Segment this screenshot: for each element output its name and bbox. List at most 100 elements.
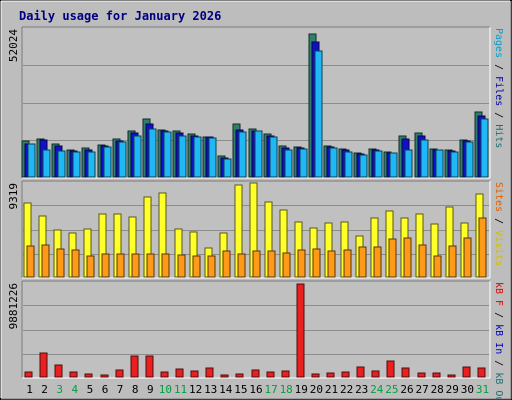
day-label-22: 22: [340, 383, 353, 396]
bar-pages-day-13: [208, 137, 217, 178]
bar-pages-day-29: [450, 151, 459, 178]
bar-sites-day-28: [433, 255, 442, 278]
day-label-5: 5: [87, 383, 94, 396]
day-label-14: 14: [219, 383, 233, 396]
day-label-13: 13: [204, 383, 217, 396]
bar-sites-day-2: [41, 244, 50, 278]
bar-sites-day-20: [312, 248, 321, 278]
max-label-requests: 52024: [7, 29, 20, 62]
bar-sites-day-4: [71, 249, 80, 278]
bar-kb-f-day-12: [190, 370, 199, 378]
bar-pages-day-1: [27, 143, 36, 178]
max-label-kbytes: 9881226: [7, 283, 20, 329]
bar-kb-f-day-20: [311, 373, 320, 378]
bar-pages-day-22: [344, 151, 353, 178]
day-label-31: 31: [476, 383, 489, 396]
bar-kb-f-day-17: [266, 371, 275, 378]
bar-pages-day-31: [480, 118, 489, 178]
bar-kb-f-day-5: [84, 373, 93, 378]
day-label-20: 20: [310, 383, 323, 396]
bar-sites-day-24: [373, 246, 382, 278]
bar-pages-day-9: [148, 128, 157, 178]
day-label-4: 4: [71, 383, 78, 396]
day-label-11: 11: [174, 383, 187, 396]
day-label-7: 7: [117, 383, 124, 396]
bar-sites-day-23: [358, 246, 367, 278]
bar-pages-day-18: [284, 149, 293, 178]
bar-pages-day-12: [193, 136, 202, 178]
bar-kb-f-day-30: [462, 366, 471, 378]
legend-requests: Pages / Files / Hits: [493, 28, 504, 148]
bar-sites-day-21: [327, 250, 336, 278]
bar-kb-f-day-23: [356, 366, 365, 378]
bar-pages-day-25: [389, 152, 398, 178]
legend-entry: kB In: [493, 324, 504, 354]
bar-pages-day-6: [103, 146, 112, 178]
bar-sites-day-14: [222, 250, 231, 278]
bar-kb-f-day-15: [235, 373, 244, 378]
day-label-19: 19: [295, 383, 308, 396]
day-label-29: 29: [446, 383, 459, 396]
bar-sites-day-7: [116, 253, 125, 278]
bar-pages-day-11: [178, 135, 187, 178]
bar-kb-f-day-3: [54, 364, 63, 378]
day-label-2: 2: [41, 383, 48, 396]
bar-sites-day-9: [146, 253, 155, 278]
day-label-10: 10: [159, 383, 172, 396]
day-label-12: 12: [189, 383, 202, 396]
legend-entry: Sites: [493, 182, 504, 212]
day-label-25: 25: [385, 383, 398, 396]
bar-sites-day-5: [86, 255, 95, 278]
legend-kbytes: kB F / kB In / kB Out: [493, 282, 504, 400]
bar-kb-f-day-7: [115, 369, 124, 378]
bar-pages-day-15: [238, 131, 247, 178]
panel-visits: 9319 Sites / Visits: [7, 180, 504, 279]
panel-kbytes: 9881226 kB F / kB In / kB Out: [7, 280, 504, 400]
day-labels: 1 2 3 4 5 6 7 8 9 10 11 12 13 14 15 16 17 18 19 20 21 22 23 24 2…: [26, 383, 489, 396]
bar-kb-f-day-2: [39, 352, 48, 378]
bar-kb-f-day-13: [205, 367, 214, 378]
legend-entry: /: [493, 212, 504, 230]
bar-pages-day-19: [299, 148, 308, 178]
bar-kb-f-day-6: [100, 374, 109, 378]
day-label-23: 23: [355, 383, 368, 396]
bar-sites-day-10: [161, 253, 170, 278]
day-label-8: 8: [132, 383, 139, 396]
day-label-26: 26: [400, 383, 413, 396]
bar-sites-day-11: [177, 254, 186, 278]
bar-kb-f-day-27: [417, 372, 426, 378]
legend-entry: Files: [493, 76, 504, 106]
bar-pages-day-17: [269, 136, 278, 178]
day-label-27: 27: [415, 383, 428, 396]
bar-pages-day-27: [420, 139, 429, 178]
legend-entry: kB F: [493, 282, 504, 306]
bar-sites-day-30: [463, 237, 472, 278]
bar-sites-day-3: [56, 248, 65, 278]
bar-pages-day-21: [329, 147, 338, 178]
legend-entry: /: [493, 354, 504, 372]
bar-sites-day-27: [418, 244, 427, 278]
bar-kb-f-day-8: [130, 355, 139, 378]
bar-kb-f-day-10: [160, 371, 169, 378]
day-label-16: 16: [249, 383, 262, 396]
bar-sites-day-18: [282, 252, 291, 278]
legend-entry: /: [493, 106, 504, 124]
day-label-3: 3: [56, 383, 63, 396]
bar-sites-day-16: [252, 250, 261, 278]
bar-sites-day-13: [207, 255, 216, 278]
chart-title: Daily usage for January 2026: [19, 9, 221, 23]
bar-sites-day-31: [478, 217, 487, 278]
legend-entry: Visits: [493, 230, 504, 266]
bar-pages-day-10: [163, 131, 172, 178]
max-label-visits: 9319: [7, 183, 20, 210]
legend-entry: Pages: [493, 28, 504, 58]
legend-entry: /: [493, 306, 504, 324]
bar-kb-f-day-4: [69, 371, 78, 378]
bar-sites-day-19: [297, 249, 306, 278]
bar-sites-day-1: [26, 245, 35, 278]
bar-pages-day-16: [254, 130, 263, 178]
day-label-6: 6: [102, 383, 109, 396]
legend-entry: Hits: [493, 124, 504, 148]
bar-pages-day-8: [133, 135, 142, 178]
